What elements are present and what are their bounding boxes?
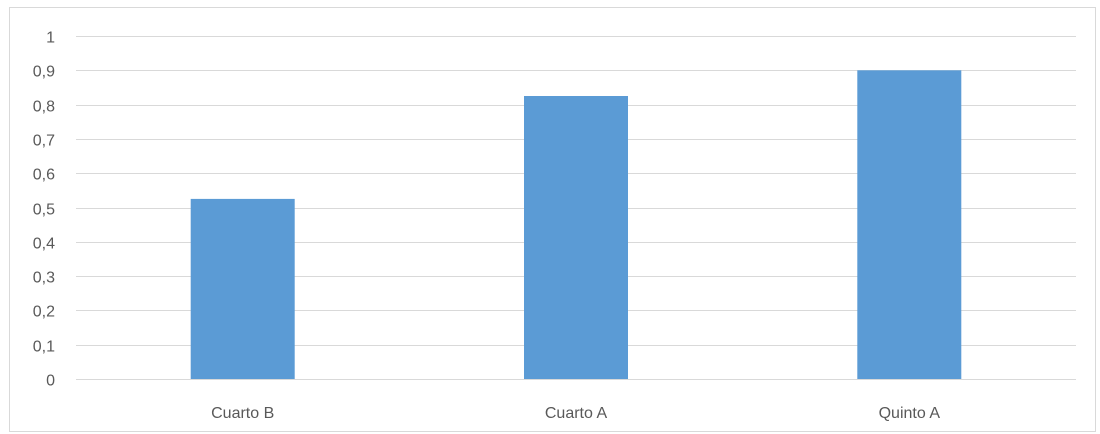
bar-quinto-a (857, 70, 962, 380)
x-tick-label: Cuarto A (545, 405, 608, 422)
y-tick-label: 0,7 (33, 133, 55, 150)
x-axis-tick-labels: Cuarto B Cuarto A Quinto A (211, 405, 940, 422)
bars (190, 70, 962, 380)
x-tick-label: Quinto A (879, 405, 941, 422)
y-tick-label: 0,9 (33, 64, 55, 81)
y-tick-label: 0,6 (33, 167, 55, 184)
y-tick-label: 0,1 (33, 339, 55, 356)
y-tick-label: 0,4 (33, 236, 55, 253)
x-tick-label: Cuarto B (211, 405, 274, 422)
y-tick-label: 0,3 (33, 270, 55, 287)
y-axis-tick-labels: 0 0,1 0,2 0,3 0,4 0,5 0,6 0,7 0,8 0,9 1 (33, 30, 55, 390)
bar-cuarto-a (524, 96, 628, 379)
y-tick-label: 0,8 (33, 99, 55, 116)
y-tick-label: 0,5 (33, 202, 55, 219)
y-tick-label: 1 (46, 30, 55, 47)
bar-cuarto-b (190, 198, 295, 379)
y-tick-label: 0 (46, 373, 55, 390)
y-tick-label: 0,2 (33, 304, 55, 321)
